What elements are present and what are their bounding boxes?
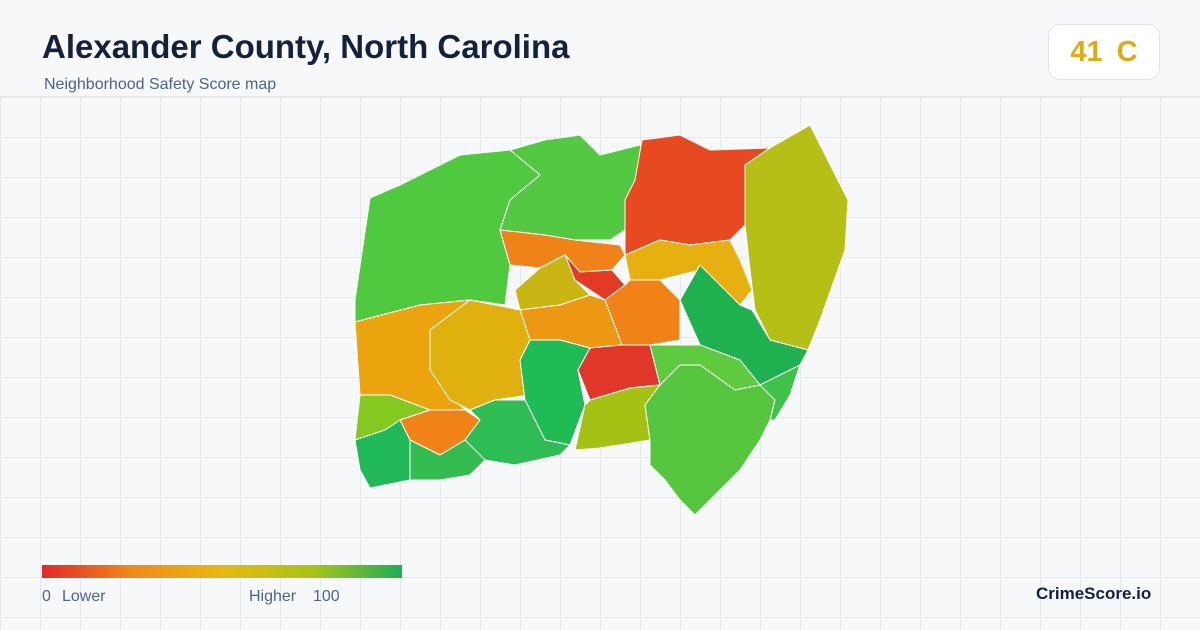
region: [519, 339, 591, 446]
header: Alexander County, North Carolina Neighbo…: [0, 0, 1200, 97]
legend-max: 100: [313, 588, 340, 605]
legend-min: 0: [42, 588, 51, 605]
legend-max-label: Higher: [249, 588, 297, 605]
subtitle: Neighborhood Safety Score map: [44, 76, 277, 93]
legend-min-label: Lower: [62, 588, 106, 605]
score-grade: C: [1116, 35, 1138, 68]
title: Alexander County, North Carolina: [42, 28, 570, 65]
neighborhoods: [354, 124, 849, 516]
region: [409, 439, 486, 481]
score-badge: 41 C: [1048, 24, 1160, 80]
region: [759, 364, 801, 421]
score-value: 41: [1070, 35, 1103, 68]
region: [644, 364, 776, 516]
region: [744, 124, 849, 351]
region: [464, 399, 571, 466]
legend-gradient: [42, 565, 402, 578]
brand: CrimeScore.io: [1036, 584, 1152, 603]
